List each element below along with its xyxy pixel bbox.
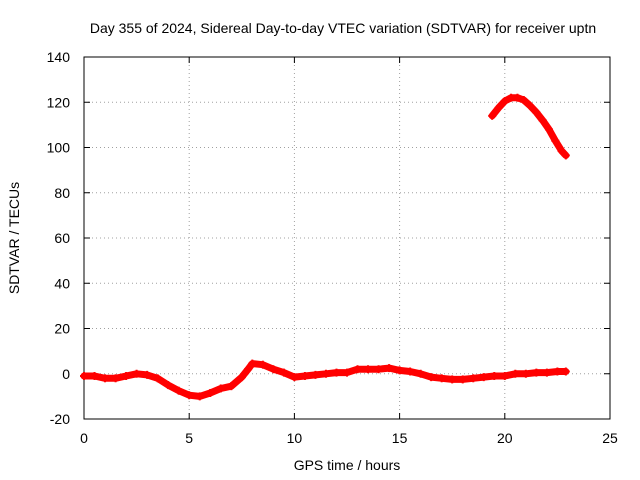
data-point (551, 136, 560, 145)
data-point (427, 373, 436, 382)
data-layer (80, 93, 570, 401)
data-point (532, 108, 541, 117)
data-point (90, 372, 99, 381)
x-tick-label: 25 (602, 430, 618, 446)
data-point (206, 388, 215, 397)
data-point (290, 373, 299, 382)
grid (84, 57, 610, 419)
data-point (526, 101, 535, 110)
data-point (122, 372, 131, 381)
y-tick-label: 0 (62, 366, 70, 382)
x-tick-label: 20 (497, 430, 513, 446)
x-axis-label: GPS time / hours (294, 457, 401, 473)
data-point (244, 365, 253, 374)
data-point (532, 368, 541, 377)
data-point (538, 116, 547, 125)
data-point (488, 111, 497, 120)
x-tick-label: 15 (392, 430, 408, 446)
data-point (513, 93, 522, 102)
data-point (469, 374, 478, 383)
data-point (374, 365, 383, 374)
data-point (561, 151, 570, 160)
data-point (385, 364, 394, 373)
y-tick-label: 60 (54, 230, 70, 246)
data-point (395, 366, 404, 375)
data-point (557, 146, 566, 155)
data-point (343, 368, 351, 377)
y-axis-label: SDTVAR / TECUs (6, 182, 22, 294)
data-point (458, 375, 467, 384)
data-point (143, 370, 152, 379)
data-point (353, 365, 362, 374)
data-point (321, 369, 330, 378)
y-tick-label: 100 (47, 140, 71, 156)
data-point (153, 374, 162, 383)
data-point (237, 373, 246, 382)
data-point (279, 368, 288, 377)
data-point (553, 367, 562, 376)
data-point (101, 374, 110, 383)
data-point (132, 369, 141, 378)
data-point (164, 381, 173, 390)
data-point (519, 95, 528, 104)
y-tick-label: -20 (50, 411, 70, 427)
data-point (174, 386, 183, 395)
data-point (521, 369, 530, 378)
data-point (80, 372, 88, 381)
y-tick-label: 40 (54, 275, 70, 291)
data-point (448, 375, 457, 384)
data-point (185, 391, 194, 400)
x-tick-label: 10 (287, 430, 303, 446)
data-point (479, 373, 488, 382)
y-tick-label: 120 (47, 94, 71, 110)
x-tick-label: 0 (80, 430, 88, 446)
data-point (416, 369, 425, 378)
data-point (269, 365, 278, 374)
y-tick-label: 140 (47, 49, 71, 65)
data-point (494, 103, 503, 112)
data-point (490, 372, 499, 381)
data-point (544, 125, 553, 134)
data-point (195, 392, 204, 401)
data-point (511, 369, 520, 378)
axis-ticks: 0 5 10 15 20 25 -20 0 20 40 60 80 100 120 140 (47, 49, 618, 446)
data-point (332, 368, 341, 377)
data-point (300, 372, 309, 381)
x-tick-label: 5 (185, 430, 193, 446)
data-point (111, 374, 120, 383)
data-point (216, 384, 225, 393)
data-point (227, 382, 236, 391)
chart-title: Day 355 of 2024, Sidereal Day-to-day VTE… (90, 20, 596, 36)
data-point (500, 97, 509, 106)
data-point (364, 365, 373, 374)
y-tick-label: 80 (54, 185, 70, 201)
data-point (406, 367, 415, 376)
data-point (500, 372, 509, 381)
data-point (437, 374, 446, 383)
data-point (248, 359, 257, 368)
y-tick-label: 20 (54, 321, 70, 337)
data-point (561, 367, 570, 376)
data-point (258, 360, 267, 369)
data-point (311, 370, 320, 379)
data-point (542, 368, 551, 377)
